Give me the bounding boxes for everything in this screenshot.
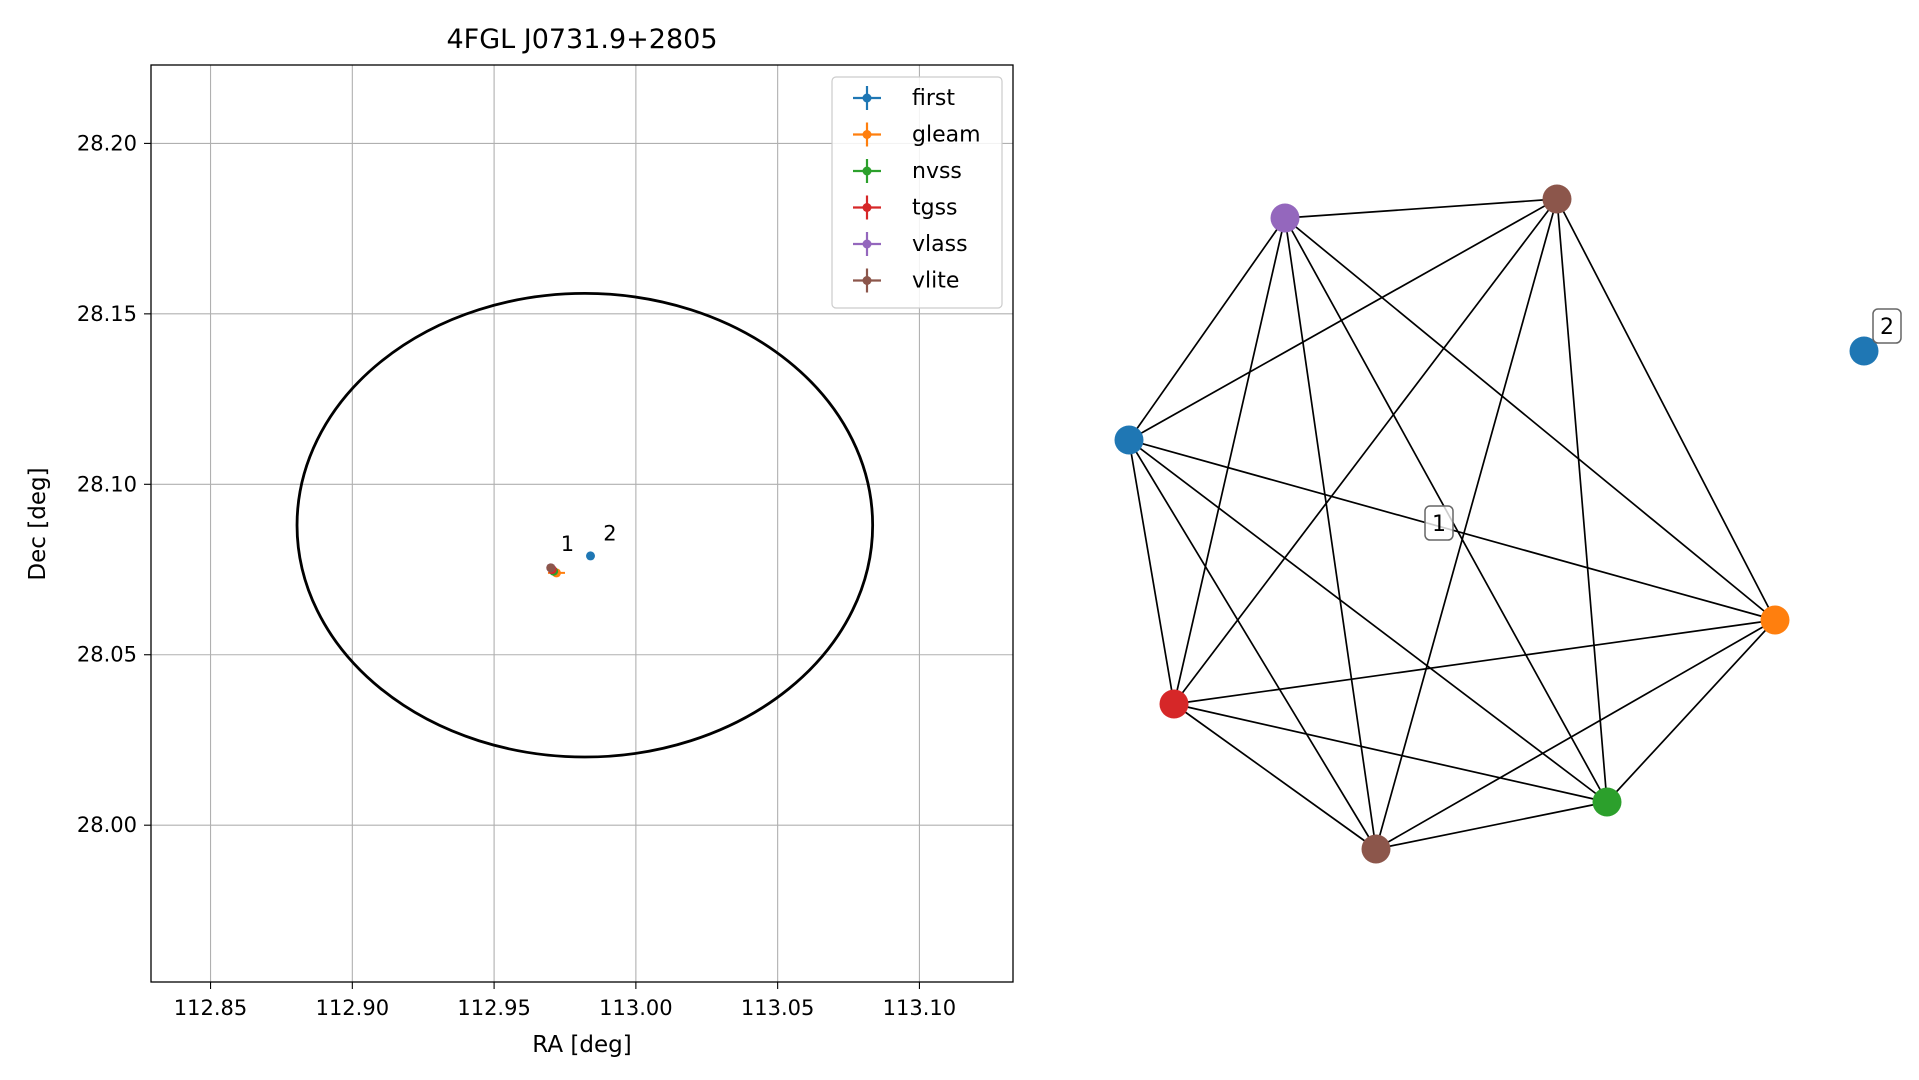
x-axis-ticks: 112.85 112.90 112.95 113.00 113.05 113.10 — [174, 982, 956, 1020]
error-ellipse-layer — [295, 291, 875, 759]
x-tick-label: 112.90 — [316, 996, 389, 1020]
y-tick-label: 28.10 — [77, 472, 137, 496]
x-tick-label: 113.00 — [599, 996, 672, 1020]
network-edge — [1606, 619, 1776, 803]
network-edge — [1173, 703, 1377, 850]
network-edge — [1375, 198, 1558, 850]
cluster-label: 2 — [1880, 315, 1894, 340]
x-tick-label: 113.05 — [741, 996, 814, 1020]
legend-label-first: first — [912, 86, 955, 111]
network-node-first-2 — [1849, 336, 1879, 366]
network-edge — [1173, 217, 1286, 705]
network-edge — [1128, 198, 1558, 441]
network-edge — [1128, 439, 1377, 850]
cluster-label-box — [1424, 505, 1454, 541]
legend-marker-dot — [862, 166, 872, 176]
x-tick-label: 112.95 — [457, 996, 530, 1020]
network-edge — [1556, 198, 1776, 621]
network-node-nvss — [1592, 787, 1622, 817]
y-tick-label: 28.15 — [77, 302, 137, 326]
network-node-vlite-top — [1542, 184, 1572, 214]
legend: first gleam nvss tgss vlass vlite — [831, 76, 1003, 309]
y-tick-label: 28.05 — [77, 643, 137, 667]
x-tick-label: 113.10 — [883, 996, 956, 1020]
chart-title: 4FGL J0731.9+2805 — [446, 24, 717, 55]
legend-label-tgss: tgss — [912, 196, 958, 221]
y-tick-label: 28.20 — [77, 131, 137, 155]
network-node-tgss — [1159, 689, 1189, 719]
network-edge — [1556, 198, 1608, 803]
cluster-labels: 12 — [1424, 308, 1902, 541]
network-edge — [1173, 198, 1558, 705]
legend-label-gleam: gleam — [912, 123, 981, 148]
network-edge — [1375, 801, 1608, 850]
network-edge — [1128, 217, 1286, 441]
y-axis-ticks: 28.00 28.05 28.10 28.15 28.20 — [77, 131, 151, 837]
network-edges — [1128, 198, 1776, 850]
x-axis-label: RA [deg] — [532, 1032, 631, 1058]
match-network-graph: 12 — [1114, 184, 1902, 864]
network-node-first-1 — [1114, 425, 1144, 455]
network-edge — [1128, 439, 1175, 705]
network-edge — [1284, 198, 1558, 219]
legend-label-vlass: vlass — [912, 232, 968, 257]
network-edge — [1284, 217, 1377, 850]
point-annotation: 2 — [603, 522, 616, 546]
network-node-gleam — [1760, 605, 1790, 635]
legend-marker-dot — [862, 239, 872, 249]
legend-marker-dot — [862, 276, 872, 285]
source-point-first — [586, 551, 596, 561]
network-edge — [1284, 217, 1776, 621]
y-axis-label: Dec [deg] — [25, 467, 51, 580]
legend-marker-dot — [862, 93, 872, 103]
legend-marker-dot — [862, 203, 872, 212]
source-point-vlite — [546, 563, 556, 573]
error-ellipse — [295, 291, 875, 759]
x-tick-label: 112.85 — [174, 996, 247, 1020]
network-node-vlite-bottom — [1361, 834, 1391, 864]
legend-label-vlite: vlite — [912, 269, 959, 294]
network-edge — [1128, 439, 1608, 803]
network-node-vlass — [1270, 203, 1300, 233]
source-points-layer — [546, 551, 596, 578]
y-tick-label: 28.00 — [77, 813, 137, 837]
network-edge — [1375, 619, 1776, 850]
axes-frame — [150, 64, 1014, 983]
legend-marker-dot — [862, 130, 872, 139]
cluster-label-box — [1872, 308, 1902, 344]
legend-label-nvss: nvss — [912, 159, 962, 184]
point-annotation: 1 — [561, 532, 574, 556]
network-edge — [1173, 703, 1608, 803]
network-edge — [1173, 619, 1776, 705]
cluster-label: 1 — [1432, 512, 1446, 537]
network-nodes — [1114, 184, 1879, 864]
